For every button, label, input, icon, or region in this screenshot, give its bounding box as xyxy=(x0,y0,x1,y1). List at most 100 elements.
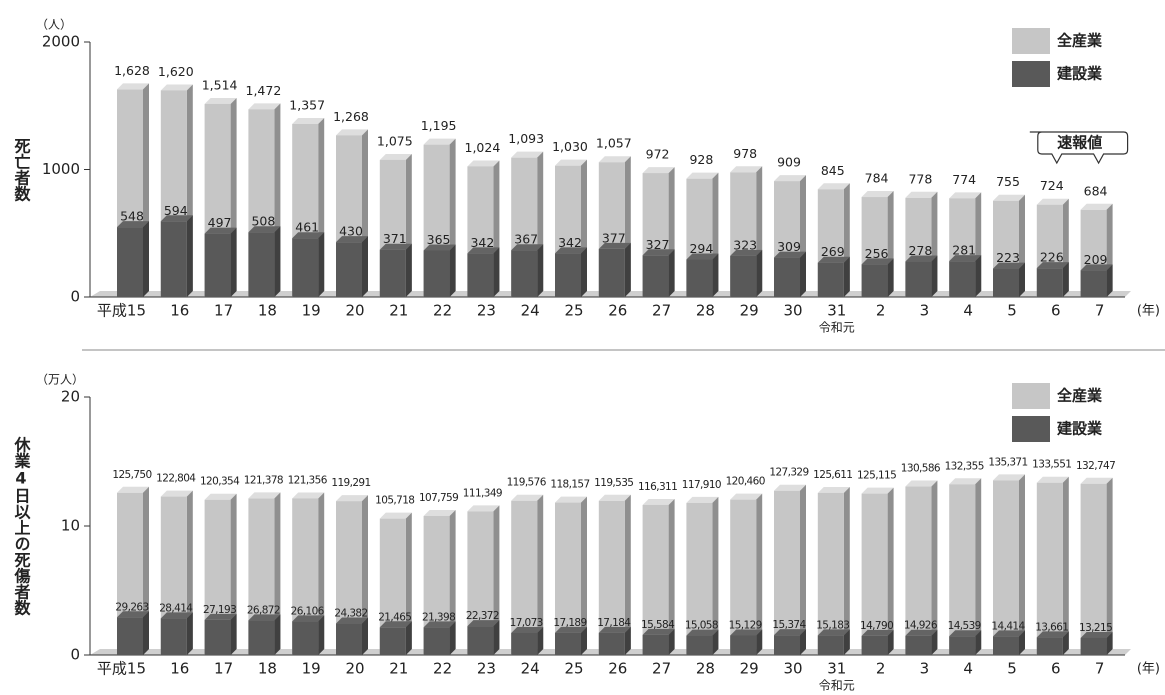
bar-side xyxy=(843,486,850,655)
legend-swatch xyxy=(1012,28,1050,54)
x-tick-label: 25 xyxy=(564,302,583,320)
bar-top xyxy=(598,242,631,249)
bar-side xyxy=(931,255,938,297)
x-unit: (年) xyxy=(1137,662,1160,677)
legend-label: 全産業 xyxy=(1057,32,1103,50)
bar-top xyxy=(905,191,938,198)
bar-side xyxy=(318,615,325,655)
data-label: 15,374 xyxy=(772,619,806,631)
bar xyxy=(292,238,319,297)
bar xyxy=(598,248,625,297)
x-tick-label: 4 xyxy=(963,660,973,678)
data-label: 28,414 xyxy=(159,602,193,614)
bar-top xyxy=(642,249,675,256)
bar-top xyxy=(117,221,149,228)
bar-top xyxy=(379,512,412,519)
bar xyxy=(160,618,187,655)
bar-top xyxy=(1080,631,1113,638)
bar xyxy=(1036,637,1063,655)
bar-side xyxy=(537,494,544,655)
bar-side xyxy=(624,242,631,297)
bar xyxy=(730,635,757,655)
bar xyxy=(686,259,713,297)
bar-top xyxy=(1036,198,1069,205)
bar-top xyxy=(160,612,193,619)
data-label: 323 xyxy=(733,237,757,252)
data-label: 13,215 xyxy=(1079,622,1112,634)
bar-top xyxy=(117,611,149,618)
bar xyxy=(774,635,800,655)
data-label: 1,620 xyxy=(158,64,194,79)
x-tick-label: 27 xyxy=(652,660,671,678)
data-label: 972 xyxy=(646,147,670,162)
bar xyxy=(336,242,362,297)
data-label: 119,576 xyxy=(507,477,547,489)
x-tick-label: 18 xyxy=(258,302,277,320)
bar-top xyxy=(117,83,149,90)
era-label: 令和元 xyxy=(819,321,855,335)
bar-top xyxy=(949,478,982,485)
bar-side xyxy=(143,611,149,655)
bar-top xyxy=(511,626,544,633)
bar-top xyxy=(248,492,281,499)
data-label: 14,539 xyxy=(948,620,981,632)
data-label: 1,357 xyxy=(289,97,325,112)
x-tick-label: 2 xyxy=(876,302,886,320)
data-label: 119,291 xyxy=(331,477,370,489)
x-tick-label: 21 xyxy=(389,302,408,320)
bar xyxy=(598,632,625,655)
y-tick-label: 0 xyxy=(70,646,80,664)
bar-top xyxy=(730,166,763,173)
data-label: 1,057 xyxy=(596,136,632,151)
bar-side xyxy=(1019,262,1025,297)
bar xyxy=(379,249,406,297)
data-label: 125,611 xyxy=(813,469,852,481)
data-label: 223 xyxy=(996,250,1020,265)
bar xyxy=(1036,268,1063,297)
legend-swatch xyxy=(1012,416,1050,442)
data-label: 15,129 xyxy=(729,619,762,631)
bar-side xyxy=(143,221,149,297)
data-label: 909 xyxy=(777,155,801,170)
data-label: 118,157 xyxy=(550,479,589,491)
bar-top xyxy=(336,617,368,624)
bar-side xyxy=(668,628,675,655)
data-label: 278 xyxy=(908,243,932,258)
bar-side xyxy=(887,629,894,655)
bar-side xyxy=(449,509,456,655)
data-label: 21,465 xyxy=(378,611,411,623)
bar xyxy=(204,233,231,297)
x-tick-label: 26 xyxy=(608,660,627,678)
bar xyxy=(774,257,800,297)
x-tick-label: 30 xyxy=(783,660,802,678)
x-tick-label: 平成15 xyxy=(97,660,146,678)
bar-side xyxy=(186,612,193,655)
bar-side xyxy=(1019,474,1025,655)
bar-side xyxy=(624,494,631,655)
bar-side xyxy=(318,232,325,297)
bar-side xyxy=(362,617,368,655)
bar-side xyxy=(1062,631,1069,655)
bar-top xyxy=(817,629,850,636)
bar-side xyxy=(756,249,763,297)
bar-top xyxy=(117,486,149,493)
bar-side xyxy=(624,626,631,655)
bar-top xyxy=(861,487,894,494)
bar-top xyxy=(1080,203,1113,210)
bar-top xyxy=(204,227,237,234)
x-tick-label: 3 xyxy=(920,302,930,320)
data-label: 784 xyxy=(865,171,889,186)
bar-side xyxy=(537,626,544,655)
x-tick-label: 28 xyxy=(696,660,715,678)
bar-top xyxy=(379,243,412,250)
data-label: 22,372 xyxy=(466,610,499,622)
bar-top xyxy=(248,226,281,233)
bar-top xyxy=(817,183,850,190)
data-label: 133,551 xyxy=(1032,459,1071,471)
bar-top xyxy=(292,492,325,499)
data-label: 17,184 xyxy=(597,617,631,629)
data-label: 127,329 xyxy=(769,467,808,479)
bar-side xyxy=(887,487,894,655)
bar-side xyxy=(668,249,675,297)
data-label: 1,030 xyxy=(552,139,588,154)
